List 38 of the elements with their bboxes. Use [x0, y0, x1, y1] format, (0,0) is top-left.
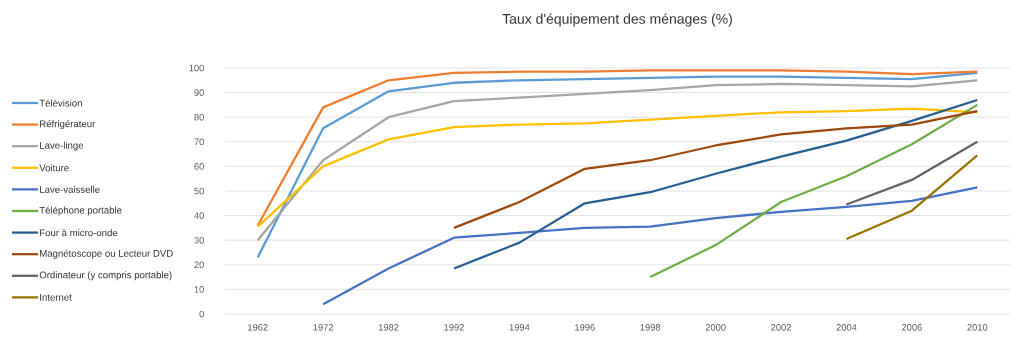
chart-title: Taux d'équipement des ménages (%) — [502, 13, 732, 27]
y-tick-label: 90 — [194, 89, 204, 96]
legend-label: Téléphone portable — [39, 206, 122, 216]
legend-label: Lave-vaisselle — [40, 185, 100, 193]
x-tick-label: 2006 — [901, 324, 922, 331]
x-tick-label: 2002 — [771, 324, 791, 331]
y-tick-label: 70 — [194, 138, 204, 146]
line-series — [452, 98, 979, 270]
y-tick-label: 10 — [194, 286, 204, 293]
legend-label: Voiture — [39, 164, 69, 172]
line-series — [322, 186, 979, 306]
y-tick-label: 30 — [194, 236, 204, 244]
x-tick-label: 1998 — [640, 324, 661, 331]
y-tick-label: 80 — [194, 113, 204, 121]
legend-label: Four à micro-onde — [40, 229, 118, 237]
x-tick-label: 1994 — [509, 324, 530, 331]
x-tick-label: 2000 — [705, 324, 726, 331]
x-tick-label: 1996 — [575, 324, 595, 331]
x-tick-label: 1982 — [378, 324, 399, 331]
line-series — [649, 103, 979, 279]
line-series — [452, 109, 979, 230]
y-tick-label: 60 — [194, 163, 204, 170]
legend-label: Lave-linge — [40, 141, 84, 151]
y-tick-label: 20 — [194, 261, 204, 269]
x-tick-label: 1962 — [248, 324, 268, 331]
y-tick-label: 40 — [194, 212, 204, 219]
x-tick-label: 1972 — [313, 324, 334, 331]
x-tick-label: 2004 — [836, 324, 857, 331]
legend-label: Internet — [40, 294, 72, 301]
y-tick-label: 50 — [194, 187, 204, 195]
y-tick-label: 0 — [199, 310, 204, 318]
legend-label: Ordinateur (y compris portable) — [39, 271, 172, 281]
x-tick-label: 1992 — [444, 324, 464, 331]
x-tick-label: 2010 — [967, 324, 988, 331]
y-tick-label: 100 — [189, 64, 204, 72]
legend-label: Réfrigérateur — [40, 120, 96, 130]
legend-label: Magnétoscope ou Lecteur DVD — [40, 249, 173, 259]
legend-label: Télévision — [39, 99, 82, 107]
